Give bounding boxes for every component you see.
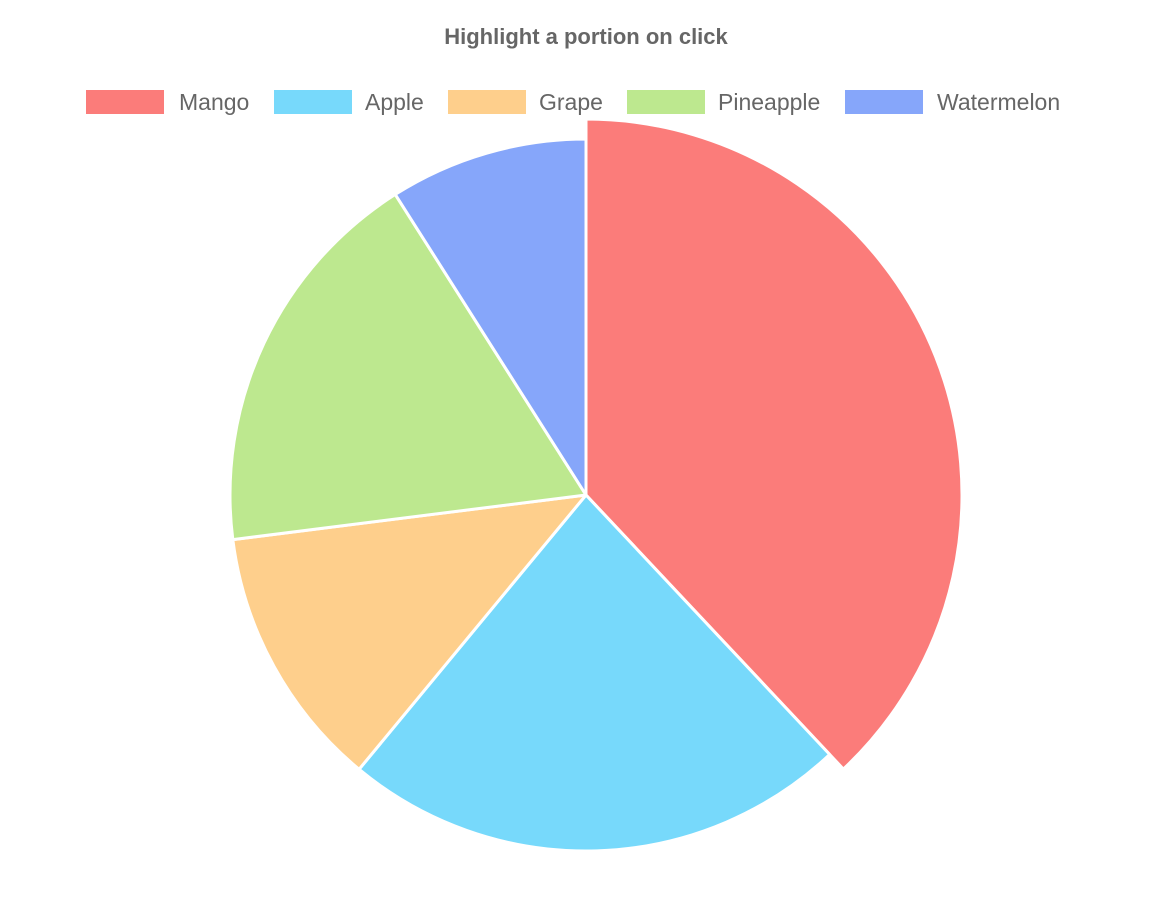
legend-swatch-grape [448,90,526,114]
pie-slice-grape[interactable] [231,493,588,771]
pie-slice-watermelon[interactable] [393,137,588,497]
pie-slice-pineapple[interactable] [228,192,588,542]
legend-swatch-pineapple [627,90,705,114]
legend-swatch-apple [274,90,352,114]
chart-legend: Mango Apple Grape Pineapple Watermelon [0,86,1152,120]
legend-swatch-mango [86,90,164,114]
legend-label-mango: Mango [179,89,250,115]
pie-slice-mango[interactable] [584,117,964,771]
chart-title: Highlight a portion on click [444,24,728,49]
legend-swatch-watermelon [845,90,923,114]
legend-label-pineapple: Pineapple [718,89,821,115]
legend-label-grape: Grape [539,89,603,115]
legend-label-apple: Apple [365,89,424,115]
pie-slice-apple[interactable] [357,493,832,853]
legend-label-watermelon: Watermelon [937,89,1061,115]
